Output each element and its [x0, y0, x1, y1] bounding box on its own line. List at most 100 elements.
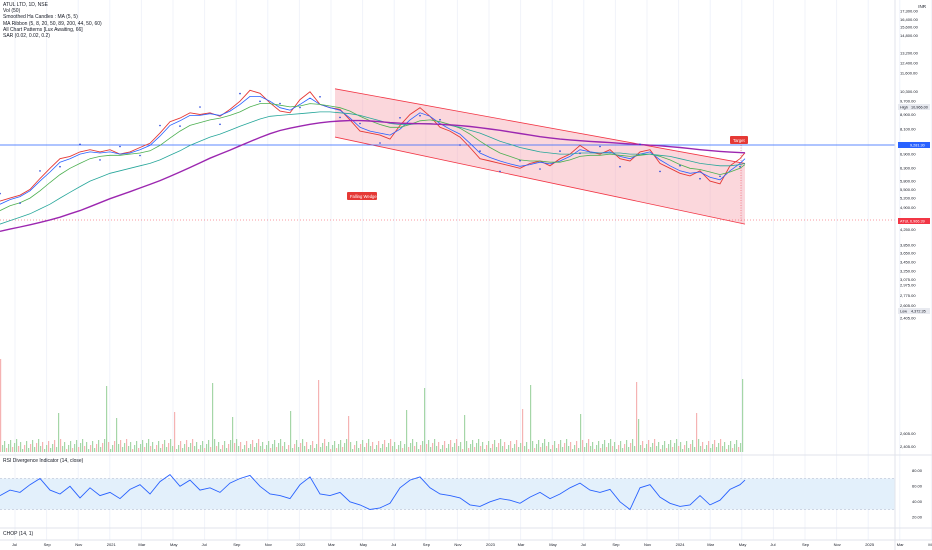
volume-bar [250, 444, 252, 452]
volume-bar [230, 440, 232, 452]
volume-bar [122, 447, 124, 452]
volume-bar [92, 441, 94, 452]
time-tick-label: Jul [770, 542, 775, 547]
volume-bar [360, 444, 362, 452]
time-tick-label: Mar [897, 542, 905, 547]
volume-bar [540, 447, 542, 452]
volume-bar [496, 447, 498, 452]
volume-bar [176, 449, 178, 452]
volume-bar [136, 441, 138, 452]
volume-bar [412, 439, 414, 452]
volume-bar [720, 439, 722, 452]
legend: ATUL LTD, 1D, NSE Vol (50) Smoothed Ha C… [3, 2, 102, 39]
volume-bar [104, 439, 106, 452]
volume-bar [208, 440, 210, 452]
ma-mid-line [0, 103, 746, 211]
volume-bar [118, 444, 120, 452]
volume-bar [366, 443, 368, 452]
time-tick-label: Jul [391, 542, 396, 547]
time-tick-label: 2022 [296, 542, 306, 547]
time-tick-label: Nov [75, 542, 82, 547]
volume-bar [368, 439, 370, 452]
volume-bar [146, 443, 148, 452]
sar-dot [39, 170, 41, 172]
volume-bar [570, 442, 572, 452]
volume-bar [28, 448, 30, 452]
volume-bar [396, 449, 398, 452]
volume-bar [284, 442, 286, 452]
volume-bar [676, 439, 678, 452]
volume-bar [534, 448, 536, 452]
volume-bar [602, 444, 604, 452]
volume-bar [58, 413, 60, 452]
volume-bar [354, 445, 356, 452]
price-tick-label: 2,775.00 [900, 293, 916, 298]
volume-bar [468, 448, 470, 452]
volume-bar [30, 444, 32, 452]
volume-bar [214, 439, 216, 452]
volume-bar [408, 447, 410, 452]
volume-bar [294, 444, 296, 452]
volume-bar [258, 439, 260, 452]
volume-bar [484, 449, 486, 452]
volume-bar [464, 415, 466, 452]
volume-bar [86, 442, 88, 452]
volume-bar [84, 446, 86, 452]
time-tick-label: Sep [802, 542, 810, 547]
volume-bar [514, 444, 516, 452]
volume-bar [160, 448, 162, 452]
time-tick-label: Nov [265, 542, 272, 547]
volume-bar [406, 410, 408, 452]
volume-bar [470, 444, 472, 452]
volume-bar [266, 445, 268, 452]
volume-bar [390, 439, 392, 452]
volume-bar [36, 443, 38, 452]
volume-bar [436, 446, 438, 452]
hline-value: 9,281.30 [910, 144, 925, 148]
volume-bar [364, 447, 366, 452]
time-tick-label: May [170, 542, 178, 547]
volume-bar [728, 445, 730, 452]
volume-bar [506, 449, 508, 452]
volume-bar [646, 444, 648, 452]
volume-bar [456, 439, 458, 452]
volume-bar [504, 442, 506, 452]
volume-bar [0, 359, 2, 452]
volume-bar [326, 446, 328, 452]
volume-bar [204, 448, 206, 452]
rsi-tick-label: 20.00 [912, 515, 923, 520]
volume-bar [392, 446, 394, 452]
volume-bar [70, 441, 72, 452]
volume-bar [614, 442, 616, 452]
volume-bar [560, 440, 562, 452]
volume-bar [60, 439, 62, 452]
volume-bar [594, 449, 596, 452]
volume-bar [398, 445, 400, 452]
volume-bar [722, 446, 724, 452]
volume-bar [428, 440, 430, 452]
volume-bar [656, 446, 658, 452]
volume-bar [242, 449, 244, 452]
time-tick-label: Sep [423, 542, 431, 547]
volume-bar [34, 447, 36, 452]
sar-dot [599, 145, 601, 148]
volume-bar [482, 442, 484, 452]
volume-bar [658, 442, 660, 452]
volume-bar [686, 441, 688, 452]
volume-bar [472, 440, 474, 452]
volume-bar [634, 446, 636, 452]
time-tick-label: May [360, 542, 368, 547]
volume-bar [434, 439, 436, 452]
volume-bar [608, 443, 610, 452]
sar-dot [719, 175, 721, 178]
volume-bar [546, 446, 548, 452]
volume-bar [714, 440, 716, 452]
volume-bar [298, 447, 300, 452]
volume-bar [110, 449, 112, 452]
volume-bar [578, 448, 580, 452]
volume-bar [382, 444, 384, 452]
volume-bar [450, 440, 452, 452]
sar-dot [199, 106, 201, 108]
sar-dot [619, 165, 621, 168]
volume-bar [664, 441, 666, 452]
